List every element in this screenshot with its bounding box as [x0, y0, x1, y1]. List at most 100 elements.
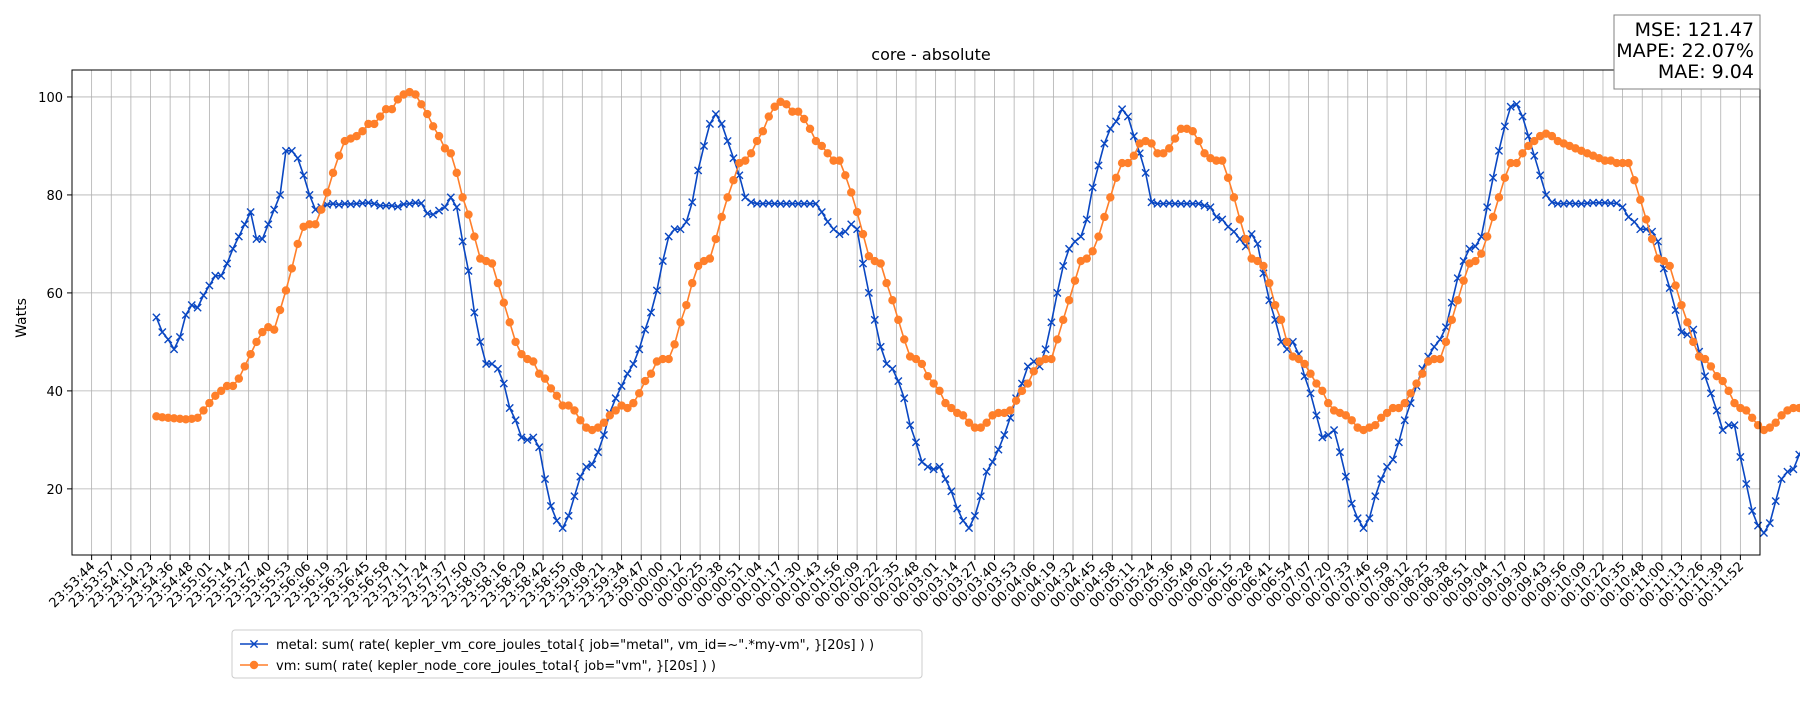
data-point	[1259, 261, 1268, 271]
data-point	[688, 198, 697, 207]
data-point	[570, 406, 579, 415]
data-point	[1630, 217, 1639, 226]
data-point	[1747, 413, 1757, 423]
data-point	[1318, 386, 1327, 396]
data-point	[1247, 230, 1256, 239]
data-point	[1482, 232, 1492, 241]
series-vm	[152, 87, 1800, 435]
data-point	[670, 225, 679, 234]
data-point	[1365, 514, 1374, 523]
data-point	[1176, 124, 1186, 133]
metric-line: MSE: 121.47	[1635, 19, 1754, 41]
data-point	[717, 212, 726, 222]
data-point	[1229, 193, 1239, 202]
data-point	[1229, 227, 1239, 236]
data-point	[658, 354, 667, 364]
data-point	[894, 315, 903, 325]
data-point	[1141, 168, 1150, 177]
data-point	[1388, 403, 1398, 413]
data-point	[1783, 467, 1792, 476]
data-point	[1494, 146, 1504, 155]
data-point	[1553, 199, 1562, 208]
data-point	[941, 474, 950, 484]
data-point	[823, 217, 832, 226]
data-point	[211, 391, 220, 400]
data-point	[1712, 406, 1721, 415]
y-tick-label: 60	[46, 287, 63, 302]
data-point	[758, 127, 768, 136]
data-point	[1359, 523, 1368, 533]
data-point	[1253, 239, 1262, 249]
data-point	[1742, 479, 1751, 489]
data-point	[1518, 112, 1527, 121]
data-point	[417, 100, 426, 109]
data-point	[1530, 136, 1539, 146]
data-point	[552, 516, 561, 525]
data-point	[1082, 254, 1091, 263]
data-point	[1017, 379, 1027, 388]
data-point	[199, 406, 208, 415]
data-point	[1288, 337, 1297, 346]
data-point	[1547, 131, 1557, 141]
data-point	[381, 201, 391, 210]
data-point	[1500, 122, 1509, 131]
data-point	[1630, 176, 1639, 185]
data-point	[988, 457, 997, 467]
data-point	[429, 210, 438, 219]
data-point	[694, 166, 703, 175]
data-point	[664, 354, 673, 364]
data-point	[1706, 389, 1716, 398]
data-point	[452, 168, 461, 178]
data-point	[222, 259, 232, 268]
data-point	[623, 403, 632, 413]
data-point	[458, 193, 467, 202]
data-point	[1112, 117, 1121, 126]
data-point	[658, 256, 667, 266]
data-point	[1765, 423, 1775, 432]
data-point	[387, 104, 397, 114]
data-point	[1506, 158, 1515, 168]
data-point	[1700, 354, 1710, 364]
data-point	[1506, 102, 1515, 111]
data-point	[1647, 234, 1657, 244]
data-point	[729, 154, 738, 163]
data-point	[1512, 100, 1521, 109]
data-point	[564, 511, 573, 520]
data-point	[1165, 144, 1174, 153]
data-point	[1112, 173, 1121, 182]
data-point	[976, 492, 985, 501]
data-point	[723, 136, 732, 146]
data-point	[1471, 256, 1480, 266]
series-line	[156, 91, 1800, 432]
data-point	[252, 337, 261, 347]
data-point	[523, 435, 532, 444]
data-point	[228, 381, 238, 391]
data-point	[393, 95, 403, 104]
data-point	[1641, 215, 1651, 224]
data-point	[428, 122, 438, 131]
data-point	[1271, 315, 1280, 324]
data-point	[246, 349, 255, 359]
data-point	[1671, 305, 1680, 315]
data-point	[1176, 199, 1186, 208]
data-point	[546, 384, 556, 393]
data-point	[646, 369, 656, 378]
legend-marker	[249, 660, 259, 670]
data-point	[293, 154, 302, 163]
data-point	[311, 205, 320, 214]
data-point	[1530, 151, 1539, 160]
metric-line: MAE: 9.04	[1658, 61, 1754, 83]
data-point	[1777, 411, 1786, 420]
data-point	[1753, 521, 1763, 530]
data-point	[1082, 215, 1091, 224]
data-point	[535, 443, 544, 452]
data-point	[929, 379, 938, 388]
legend-item: metal: sum( rate( kepler_vm_core_joules_…	[240, 638, 874, 653]
data-point	[1536, 171, 1545, 180]
series-layer	[152, 87, 1800, 538]
data-point	[275, 190, 285, 200]
data-point	[1276, 315, 1286, 325]
data-point	[947, 487, 956, 496]
data-point	[811, 199, 820, 208]
